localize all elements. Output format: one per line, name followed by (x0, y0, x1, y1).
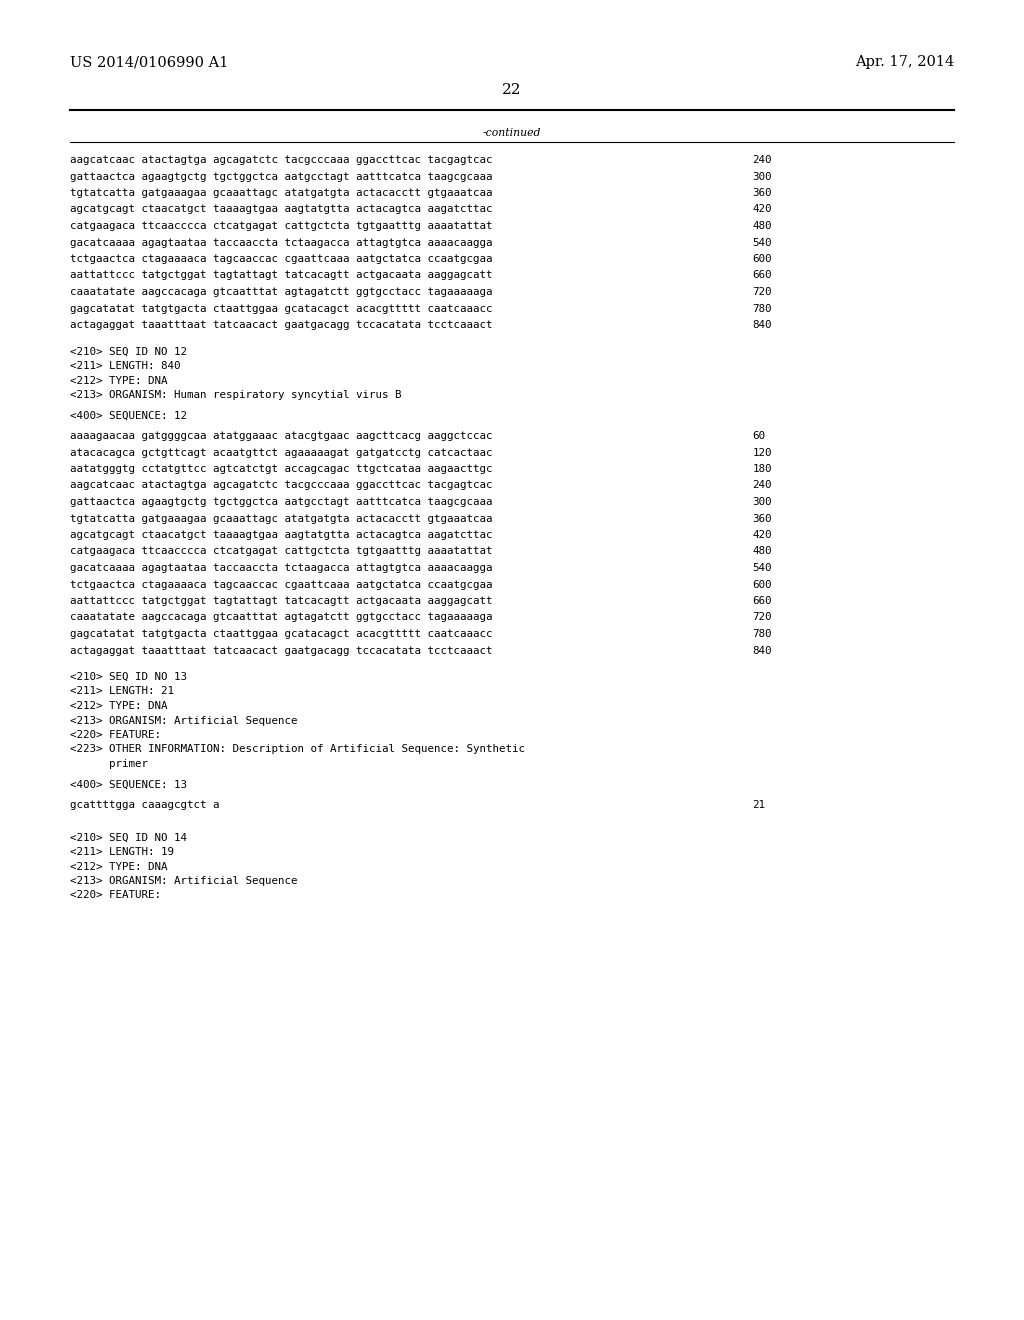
Text: 180: 180 (753, 465, 772, 474)
Text: aagcatcaac atactagtga agcagatctc tacgcccaaa ggaccttcac tacgagtcac: aagcatcaac atactagtga agcagatctc tacgccc… (70, 154, 493, 165)
Text: 780: 780 (753, 304, 772, 314)
Text: 420: 420 (753, 205, 772, 214)
Text: primer: primer (70, 759, 147, 770)
Text: 660: 660 (753, 597, 772, 606)
Text: gagcatatat tatgtgacta ctaattggaa gcatacagct acacgttttt caatcaaacc: gagcatatat tatgtgacta ctaattggaa gcataca… (70, 630, 493, 639)
Text: agcatgcagt ctaacatgct taaaagtgaa aagtatgtta actacagtca aagatcttac: agcatgcagt ctaacatgct taaaagtgaa aagtatg… (70, 531, 493, 540)
Text: <213> ORGANISM: Human respiratory syncytial virus B: <213> ORGANISM: Human respiratory syncyt… (70, 389, 401, 400)
Text: <400> SEQUENCE: 13: <400> SEQUENCE: 13 (70, 780, 186, 789)
Text: 120: 120 (753, 447, 772, 458)
Text: -continued: -continued (482, 128, 542, 139)
Text: <212> TYPE: DNA: <212> TYPE: DNA (70, 701, 167, 711)
Text: <210> SEQ ID NO 14: <210> SEQ ID NO 14 (70, 833, 186, 842)
Text: 540: 540 (753, 564, 772, 573)
Text: 720: 720 (753, 612, 772, 623)
Text: <212> TYPE: DNA: <212> TYPE: DNA (70, 862, 167, 871)
Text: <400> SEQUENCE: 12: <400> SEQUENCE: 12 (70, 411, 186, 421)
Text: 360: 360 (753, 187, 772, 198)
Text: <212> TYPE: DNA: <212> TYPE: DNA (70, 375, 167, 385)
Text: 420: 420 (753, 531, 772, 540)
Text: <223> OTHER INFORMATION: Description of Artificial Sequence: Synthetic: <223> OTHER INFORMATION: Description of … (70, 744, 524, 755)
Text: actagaggat taaatttaat tatcaacact gaatgacagg tccacatata tcctcaaact: actagaggat taaatttaat tatcaacact gaatgac… (70, 319, 493, 330)
Text: 480: 480 (753, 546, 772, 557)
Text: 22: 22 (502, 83, 522, 96)
Text: gacatcaaaa agagtaataa taccaaccta tctaagacca attagtgtca aaaacaagga: gacatcaaaa agagtaataa taccaaccta tctaaga… (70, 564, 493, 573)
Text: agcatgcagt ctaacatgct taaaagtgaa aagtatgtta actacagtca aagatcttac: agcatgcagt ctaacatgct taaaagtgaa aagtatg… (70, 205, 493, 214)
Text: 480: 480 (753, 220, 772, 231)
Text: atacacagca gctgttcagt acaatgttct agaaaaagat gatgatcctg catcactaac: atacacagca gctgttcagt acaatgttct agaaaaa… (70, 447, 493, 458)
Text: catgaagaca ttcaacccca ctcatgagat cattgctcta tgtgaatttg aaaatattat: catgaagaca ttcaacccca ctcatgagat cattgct… (70, 220, 493, 231)
Text: gagcatatat tatgtgacta ctaattggaa gcatacagct acacgttttt caatcaaacc: gagcatatat tatgtgacta ctaattggaa gcataca… (70, 304, 493, 314)
Text: <220> FEATURE:: <220> FEATURE: (70, 730, 161, 741)
Text: gattaactca agaagtgctg tgctggctca aatgcctagt aatttcatca taagcgcaaa: gattaactca agaagtgctg tgctggctca aatgcct… (70, 498, 493, 507)
Text: 720: 720 (753, 286, 772, 297)
Text: Apr. 17, 2014: Apr. 17, 2014 (855, 55, 954, 69)
Text: aattattccc tatgctggat tagtattagt tatcacagtt actgacaata aaggagcatt: aattattccc tatgctggat tagtattagt tatcaca… (70, 597, 493, 606)
Text: tctgaactca ctagaaaaca tagcaaccac cgaattcaaa aatgctatca ccaatgcgaa: tctgaactca ctagaaaaca tagcaaccac cgaattc… (70, 579, 493, 590)
Text: aatatgggtg cctatgttcc agtcatctgt accagcagac ttgctcataa aagaacttgc: aatatgggtg cctatgttcc agtcatctgt accagca… (70, 465, 493, 474)
Text: 840: 840 (753, 645, 772, 656)
Text: aaaagaacaa gatggggcaa atatggaaac atacgtgaac aagcttcacg aaggctccac: aaaagaacaa gatggggcaa atatggaaac atacgtg… (70, 432, 493, 441)
Text: <211> LENGTH: 19: <211> LENGTH: 19 (70, 847, 174, 857)
Text: <211> LENGTH: 21: <211> LENGTH: 21 (70, 686, 174, 697)
Text: 21: 21 (753, 800, 766, 810)
Text: actagaggat taaatttaat tatcaacact gaatgacagg tccacatata tcctcaaact: actagaggat taaatttaat tatcaacact gaatgac… (70, 645, 493, 656)
Text: tgtatcatta gatgaaagaa gcaaattagc atatgatgta actacacctt gtgaaatcaa: tgtatcatta gatgaaagaa gcaaattagc atatgat… (70, 187, 493, 198)
Text: 60: 60 (753, 432, 766, 441)
Text: 300: 300 (753, 498, 772, 507)
Text: <213> ORGANISM: Artificial Sequence: <213> ORGANISM: Artificial Sequence (70, 715, 297, 726)
Text: 240: 240 (753, 480, 772, 491)
Text: tgtatcatta gatgaaagaa gcaaattagc atatgatgta actacacctt gtgaaatcaa: tgtatcatta gatgaaagaa gcaaattagc atatgat… (70, 513, 493, 524)
Text: <210> SEQ ID NO 12: <210> SEQ ID NO 12 (70, 346, 186, 356)
Text: caaatatate aagccacaga gtcaatttat agtagatctt ggtgcctacc tagaaaaaga: caaatatate aagccacaga gtcaatttat agtagat… (70, 286, 493, 297)
Text: US 2014/0106990 A1: US 2014/0106990 A1 (70, 55, 228, 69)
Text: <211> LENGTH: 840: <211> LENGTH: 840 (70, 360, 180, 371)
Text: aagcatcaac atactagtga agcagatctc tacgcccaaa ggaccttcac tacgagtcac: aagcatcaac atactagtga agcagatctc tacgccc… (70, 480, 493, 491)
Text: 300: 300 (753, 172, 772, 181)
Text: 240: 240 (753, 154, 772, 165)
Text: 600: 600 (753, 579, 772, 590)
Text: 600: 600 (753, 253, 772, 264)
Text: <220> FEATURE:: <220> FEATURE: (70, 891, 161, 900)
Text: 360: 360 (753, 513, 772, 524)
Text: gcattttgga caaagcgtct a: gcattttgga caaagcgtct a (70, 800, 219, 810)
Text: 780: 780 (753, 630, 772, 639)
Text: 540: 540 (753, 238, 772, 248)
Text: gattaactca agaagtgctg tgctggctca aatgcctagt aatttcatca taagcgcaaa: gattaactca agaagtgctg tgctggctca aatgcct… (70, 172, 493, 181)
Text: catgaagaca ttcaacccca ctcatgagat cattgctcta tgtgaatttg aaaatattat: catgaagaca ttcaacccca ctcatgagat cattgct… (70, 546, 493, 557)
Text: gacatcaaaa agagtaataa taccaaccta tctaagacca attagtgtca aaaacaagga: gacatcaaaa agagtaataa taccaaccta tctaaga… (70, 238, 493, 248)
Text: tctgaactca ctagaaaaca tagcaaccac cgaattcaaa aatgctatca ccaatgcgaa: tctgaactca ctagaaaaca tagcaaccac cgaattc… (70, 253, 493, 264)
Text: caaatatate aagccacaga gtcaatttat agtagatctt ggtgcctacc tagaaaaaga: caaatatate aagccacaga gtcaatttat agtagat… (70, 612, 493, 623)
Text: 840: 840 (753, 319, 772, 330)
Text: <210> SEQ ID NO 13: <210> SEQ ID NO 13 (70, 672, 186, 682)
Text: aattattccc tatgctggat tagtattagt tatcacagtt actgacaata aaggagcatt: aattattccc tatgctggat tagtattagt tatcaca… (70, 271, 493, 281)
Text: <213> ORGANISM: Artificial Sequence: <213> ORGANISM: Artificial Sequence (70, 876, 297, 886)
Text: 660: 660 (753, 271, 772, 281)
